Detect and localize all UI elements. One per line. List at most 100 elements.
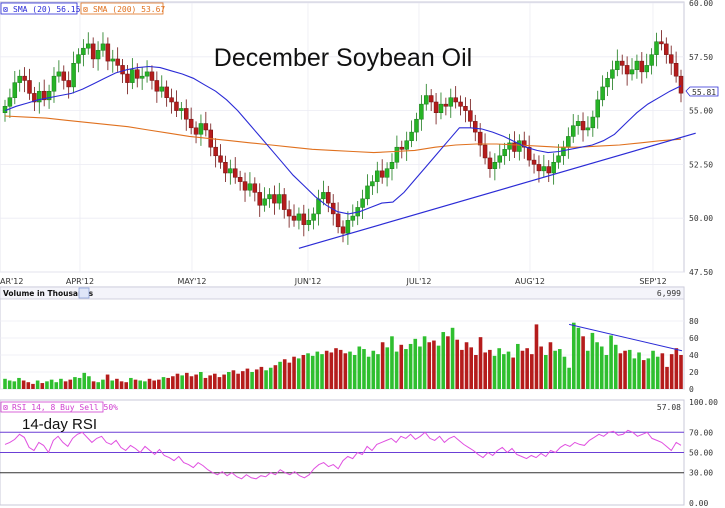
volume-bar xyxy=(525,348,529,389)
volume-bar xyxy=(660,353,665,389)
price-y-tick: 55.00 xyxy=(689,107,713,116)
rsi-y-tick: 70.00 xyxy=(689,428,713,437)
candle-body xyxy=(561,146,566,157)
volume-bar xyxy=(208,375,212,389)
candle-body xyxy=(296,213,302,221)
candle-body xyxy=(399,146,405,150)
volume-bar xyxy=(250,372,254,389)
volume-bar xyxy=(68,379,73,389)
volume-bar xyxy=(310,355,315,389)
volume-bar xyxy=(474,355,478,389)
sma200-legend-close-icon[interactable]: ⊠ xyxy=(83,5,88,14)
volume-bar xyxy=(324,350,329,389)
candle-body xyxy=(414,118,419,133)
volume-settings-icon[interactable] xyxy=(78,287,90,299)
sma200-line xyxy=(4,115,682,154)
price-y-tick: 60.00 xyxy=(689,0,713,8)
volume-bar xyxy=(399,344,404,389)
rsi-last-value: 57.08 xyxy=(657,403,681,412)
candle-body xyxy=(453,97,458,103)
price-y-tick: 52.50 xyxy=(689,160,713,169)
candle-body xyxy=(223,161,228,174)
volume-bar xyxy=(268,367,273,389)
volume-header-bar xyxy=(0,286,685,300)
volume-bar xyxy=(362,349,366,389)
volume-bar xyxy=(516,343,520,389)
candle-body xyxy=(664,43,669,55)
candle-body xyxy=(517,140,522,152)
volume-bar xyxy=(296,358,301,389)
volume-bar xyxy=(264,370,268,389)
volume-bar xyxy=(665,366,669,389)
candle-body xyxy=(61,71,67,81)
candle-body xyxy=(365,185,370,200)
volume-bar xyxy=(212,373,217,389)
candle-body xyxy=(512,142,517,152)
volume-bar xyxy=(282,359,287,389)
volume-bar xyxy=(618,353,623,389)
volume-bar xyxy=(483,352,487,389)
volume-bar xyxy=(245,368,250,389)
volume-bar xyxy=(432,340,436,389)
candle-body xyxy=(12,82,18,98)
candle-body xyxy=(575,121,581,126)
volume-bar xyxy=(21,380,26,389)
volume-y-tick: 80 xyxy=(689,317,699,326)
candle-body xyxy=(198,123,204,135)
candle-body xyxy=(277,194,282,204)
candle-body xyxy=(286,209,292,217)
candle-body xyxy=(375,170,380,182)
volume-bar xyxy=(655,356,660,389)
candle-body xyxy=(81,47,86,55)
candle-body xyxy=(424,95,429,105)
candle-body xyxy=(32,93,37,103)
volume-bar xyxy=(91,381,96,389)
volume-bar xyxy=(534,324,539,389)
candle-body xyxy=(649,54,654,66)
candle-body xyxy=(291,215,297,221)
candle-body xyxy=(262,198,267,206)
rsi-legend-box[interactable] xyxy=(0,401,104,413)
candle-body xyxy=(22,75,27,81)
volume-bar xyxy=(348,351,352,389)
volume-bar xyxy=(77,377,82,389)
candle-body xyxy=(673,63,679,77)
candle-body xyxy=(86,43,91,49)
sma200-legend-box[interactable] xyxy=(80,2,164,15)
candle-body xyxy=(350,215,356,221)
volume-bar xyxy=(287,362,292,389)
candle-body xyxy=(610,69,615,79)
candle-body xyxy=(409,131,414,141)
volume-bar xyxy=(273,365,278,389)
candle-body xyxy=(193,127,199,135)
candle-body xyxy=(247,183,253,191)
sma20-legend-close-icon[interactable]: ⊠ xyxy=(3,5,8,14)
candle-body xyxy=(301,213,307,225)
volume-bar xyxy=(329,352,334,389)
candle-body xyxy=(154,80,160,92)
volume-bar xyxy=(240,371,245,389)
volume-bar xyxy=(54,382,59,389)
volume-bar xyxy=(385,347,390,389)
volume-bar xyxy=(548,342,553,389)
candle-body xyxy=(463,106,468,111)
volume-bar xyxy=(338,349,343,389)
volume-bar xyxy=(492,355,497,389)
candle-body xyxy=(306,220,311,225)
volume-bar xyxy=(539,346,543,389)
candle-body xyxy=(340,226,346,234)
candle-body xyxy=(267,194,272,200)
candle-body xyxy=(379,170,385,178)
volume-bar xyxy=(376,354,380,389)
volume-bar xyxy=(49,379,54,389)
candle-body xyxy=(624,65,630,75)
sma20-legend-box[interactable] xyxy=(0,2,78,15)
volume-bar xyxy=(157,379,161,389)
candle-body xyxy=(521,140,527,148)
rsi-legend-close-icon[interactable]: ⊠ xyxy=(3,403,8,412)
candle-body xyxy=(218,155,223,163)
candle-body xyxy=(644,65,649,73)
candle-body xyxy=(37,90,42,103)
volume-bar xyxy=(544,355,548,389)
volume-bar xyxy=(427,342,432,389)
